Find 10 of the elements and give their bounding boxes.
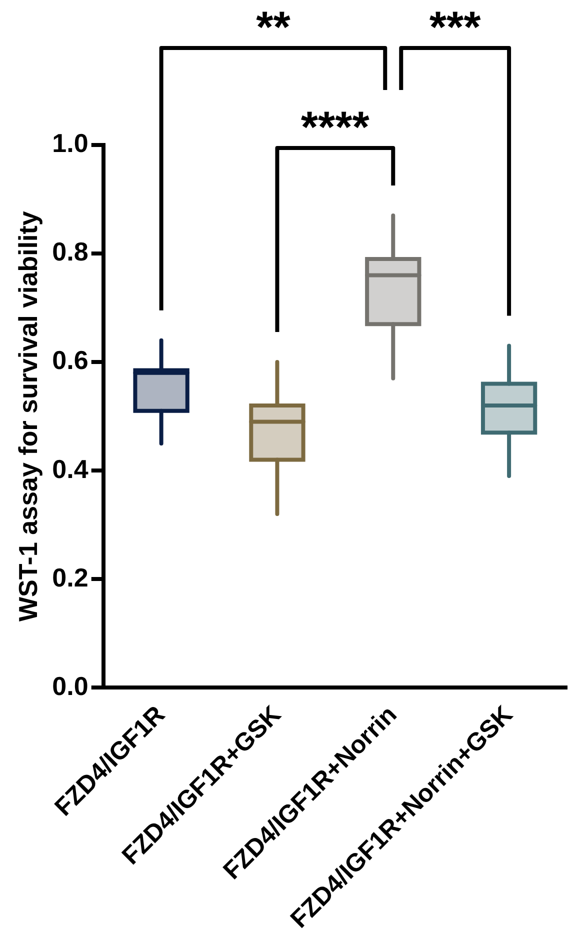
y-tick-label: 0.8 [52,236,88,267]
y-tick-label: 0.0 [52,670,88,701]
y-tick-label: 0.4 [52,454,89,484]
y-tick-label: 0.2 [52,562,88,592]
y-tick-label: 0.6 [52,345,88,376]
y-tick-label: 1.0 [52,128,88,158]
annotation: **** [300,103,370,152]
y-axis-title: WST-1 assay for survival viability [12,210,43,622]
text: *** [429,3,482,52]
text: ** [256,3,292,52]
